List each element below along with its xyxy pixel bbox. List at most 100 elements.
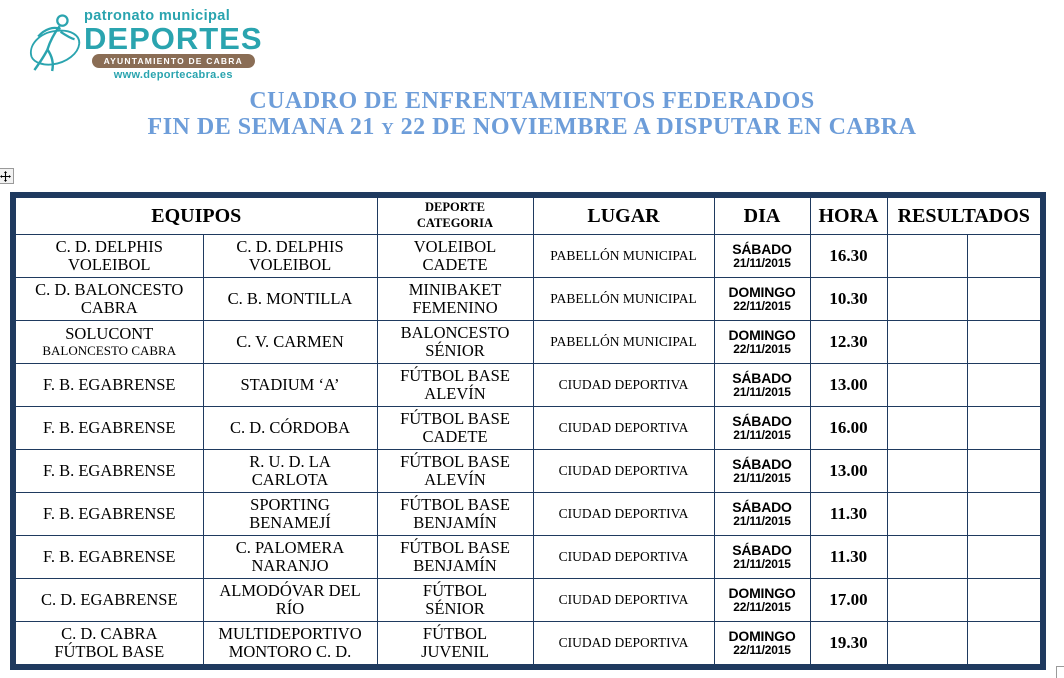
cell-hora: 16.30 (809, 234, 888, 278)
cell-equipo-local: F. B. EGABRENSE (12, 535, 204, 579)
column-header-deporte: DEPORTE (425, 200, 485, 215)
cell-resultado-visitante[interactable] (966, 363, 1044, 407)
table-row: F. B. EGABRENSE STADIUM ‘A’ FÚTBOL BASE AL… (12, 363, 1044, 407)
table-row: F. B. EGABRENSE R. U. D. LA CARLOTA FÚTBOL… (12, 449, 1044, 493)
cell-resultado-visitante[interactable] (966, 449, 1044, 493)
table-row: F. B. EGABRENSE C. PALOMERA NARANJO FÚTBOL… (12, 535, 1044, 579)
cell-lugar: CIUDAD DEPORTIVA (532, 449, 715, 493)
cell-equipo-local: SOLUCONT BALONCESTO CABRA (12, 320, 204, 364)
cell-resultado-visitante[interactable] (966, 492, 1044, 536)
cell-hora: 11.30 (809, 535, 888, 579)
cell-resultado-local[interactable] (886, 449, 968, 493)
cell-resultado-visitante[interactable] (966, 535, 1044, 579)
cell-resultado-visitante[interactable] (966, 277, 1044, 321)
cell-equipo-local: C. D. EGABRENSE (12, 578, 204, 622)
cell-dia: DOMINGO 22/11/2015 (713, 320, 811, 364)
cell-dia: DOMINGO 22/11/2015 (713, 277, 811, 321)
cell-resultado-local[interactable] (886, 578, 968, 622)
cell-deporte-categoria: FÚTBOL JUVENIL (376, 621, 534, 668)
cell-equipo-local: F. B. EGABRENSE (12, 492, 204, 536)
table-row: C. D. CABRA FÚTBOL BASE MULTIDEPORTIVO MO… (12, 621, 1044, 668)
logo-banner: AYUNTAMIENTO DE CABRA (91, 54, 255, 69)
cell-lugar: PABELLÓN MUNICIPAL (532, 277, 715, 321)
logo-website: www.deportecabra.es (113, 69, 233, 82)
page-title-line2: FIN DE SEMANA 21 y 22 DE NOVIEMBRE A DIS… (147, 114, 917, 140)
fixtures-table: EQUIPOS DEPORTE CATEGORIA LUGAR DIA HORA… (10, 192, 1046, 670)
logo: patronato municipal DEPORTES AYUNTAMIENT… (26, 8, 263, 81)
cell-dia: SÁBADO 21/11/2015 (713, 406, 811, 450)
cell-equipo-local: F. B. EGABRENSE (12, 449, 204, 493)
cell-hora: 13.00 (809, 449, 888, 493)
table-row: SOLUCONT BALONCESTO CABRA C. V. CARMEN BALO… (12, 320, 1044, 364)
cell-equipo-local: C. D. DELPHIS VOLEIBOL (12, 234, 204, 278)
cell-resultado-local[interactable] (886, 492, 968, 536)
cell-lugar: CIUDAD DEPORTIVA (532, 621, 715, 668)
cell-equipo-local: C. D. CABRA FÚTBOL BASE (12, 621, 204, 668)
table-row: F. B. EGABRENSE SPORTING BENAMEJÍ FÚTBOL B… (12, 492, 1044, 536)
cell-resultado-visitante[interactable] (966, 621, 1044, 668)
cell-deporte-categoria: FÚTBOL BASE CADETE (376, 406, 534, 450)
cell-resultado-visitante[interactable] (966, 234, 1044, 278)
cell-lugar: CIUDAD DEPORTIVA (532, 535, 715, 579)
cell-hora: 16.00 (809, 406, 888, 450)
cell-lugar: CIUDAD DEPORTIVA (532, 492, 715, 536)
table-move-handle-icon[interactable] (0, 168, 14, 184)
table-header-row: EQUIPOS DEPORTE CATEGORIA LUGAR DIA HORA… (12, 194, 1044, 235)
cell-deporte-categoria: FÚTBOL BASE BENJAMÍN (376, 535, 534, 579)
cell-equipo-visitante: ALMODÓVAR DEL RÍO (202, 578, 378, 622)
cell-hora: 19.30 (809, 621, 888, 668)
cell-hora: 10.30 (809, 277, 888, 321)
table-row: C. D. EGABRENSE ALMODÓVAR DEL RÍO FÚTBOL S… (12, 578, 1044, 622)
cell-deporte-categoria: VOLEIBOL CADETE (376, 234, 534, 278)
cell-deporte-categoria: FÚTBOL BASE ALEVÍN (376, 449, 534, 493)
table-row: C. D. BALONCESTO CABRA C. B. MONTILLA MINI… (12, 277, 1044, 321)
discus-thrower-icon (29, 14, 81, 72)
cell-lugar: CIUDAD DEPORTIVA (532, 363, 715, 407)
cell-equipo-local: F. B. EGABRENSE (12, 363, 204, 407)
cell-resultado-visitante[interactable] (966, 406, 1044, 450)
cell-resultado-local[interactable] (886, 535, 968, 579)
table-row: F. B. EGABRENSE C. D. CÓRDOBA FÚTBOL BASE … (12, 406, 1044, 450)
cell-deporte-categoria: FÚTBOL SÉNIOR (376, 578, 534, 622)
column-header-dia: DIA (713, 194, 811, 235)
cell-resultado-local[interactable] (886, 320, 968, 364)
cell-resultado-visitante[interactable] (966, 578, 1044, 622)
cell-deporte-categoria: MINIBAKET FEMENINO (376, 277, 534, 321)
table-row: C. D. DELPHIS VOLEIBOL C. D. DELPHIS VOLE… (12, 234, 1044, 278)
column-header-resultados: RESULTADOS (886, 194, 1044, 235)
fixtures-tbody: C. D. DELPHIS VOLEIBOL C. D. DELPHIS VOLE… (12, 234, 1044, 668)
cell-resultado-visitante[interactable] (966, 320, 1044, 364)
cell-hora: 12.30 (809, 320, 888, 364)
page-title-line1: CUADRO DE ENFRENTAMIENTOS FEDERADOS (249, 88, 815, 114)
cell-equipo-local: C. D. BALONCESTO CABRA (12, 277, 204, 321)
cell-resultado-local[interactable] (886, 234, 968, 278)
cell-equipo-visitante: STADIUM ‘A’ (202, 363, 378, 407)
cell-lugar: PABELLÓN MUNICIPAL (532, 234, 715, 278)
cell-equipo-visitante: C. V. CARMEN (202, 320, 378, 364)
cell-resultado-local[interactable] (886, 406, 968, 450)
cell-resultado-local[interactable] (886, 277, 968, 321)
cell-dia: DOMINGO 22/11/2015 (713, 578, 811, 622)
cell-equipo-visitante: C. B. MONTILLA (202, 277, 378, 321)
cell-dia: SÁBADO 21/11/2015 (713, 535, 811, 579)
cell-dia: SÁBADO 21/11/2015 (713, 363, 811, 407)
text-frame-corner (1056, 666, 1064, 678)
cell-equipo-visitante: MULTIDEPORTIVO MONTORO C. D. (202, 621, 378, 668)
cell-equipo-visitante: C. PALOMERA NARANJO (202, 535, 378, 579)
cell-equipo-visitante: C. D. CÓRDOBA (202, 406, 378, 450)
column-header-equipos: EQUIPOS (12, 194, 378, 235)
cell-resultado-local[interactable] (886, 363, 968, 407)
cell-dia: SÁBADO 21/11/2015 (713, 449, 811, 493)
column-header-lugar: LUGAR (532, 194, 715, 235)
cell-hora: 17.00 (809, 578, 888, 622)
cell-dia: SÁBADO 21/11/2015 (713, 492, 811, 536)
column-header-deporte-categoria: DEPORTE CATEGORIA (376, 194, 534, 235)
column-header-categoria: CATEGORIA (416, 216, 494, 230)
cell-equipo-visitante: C. D. DELPHIS VOLEIBOL (202, 234, 378, 278)
cell-resultado-local[interactable] (886, 621, 968, 668)
cell-dia: DOMINGO 22/11/2015 (713, 621, 811, 668)
cell-hora: 11.30 (809, 492, 888, 536)
logo-line2: DEPORTES (84, 21, 263, 56)
column-header-hora: HORA (809, 194, 888, 235)
cell-deporte-categoria: FÚTBOL BASE ALEVÍN (376, 363, 534, 407)
